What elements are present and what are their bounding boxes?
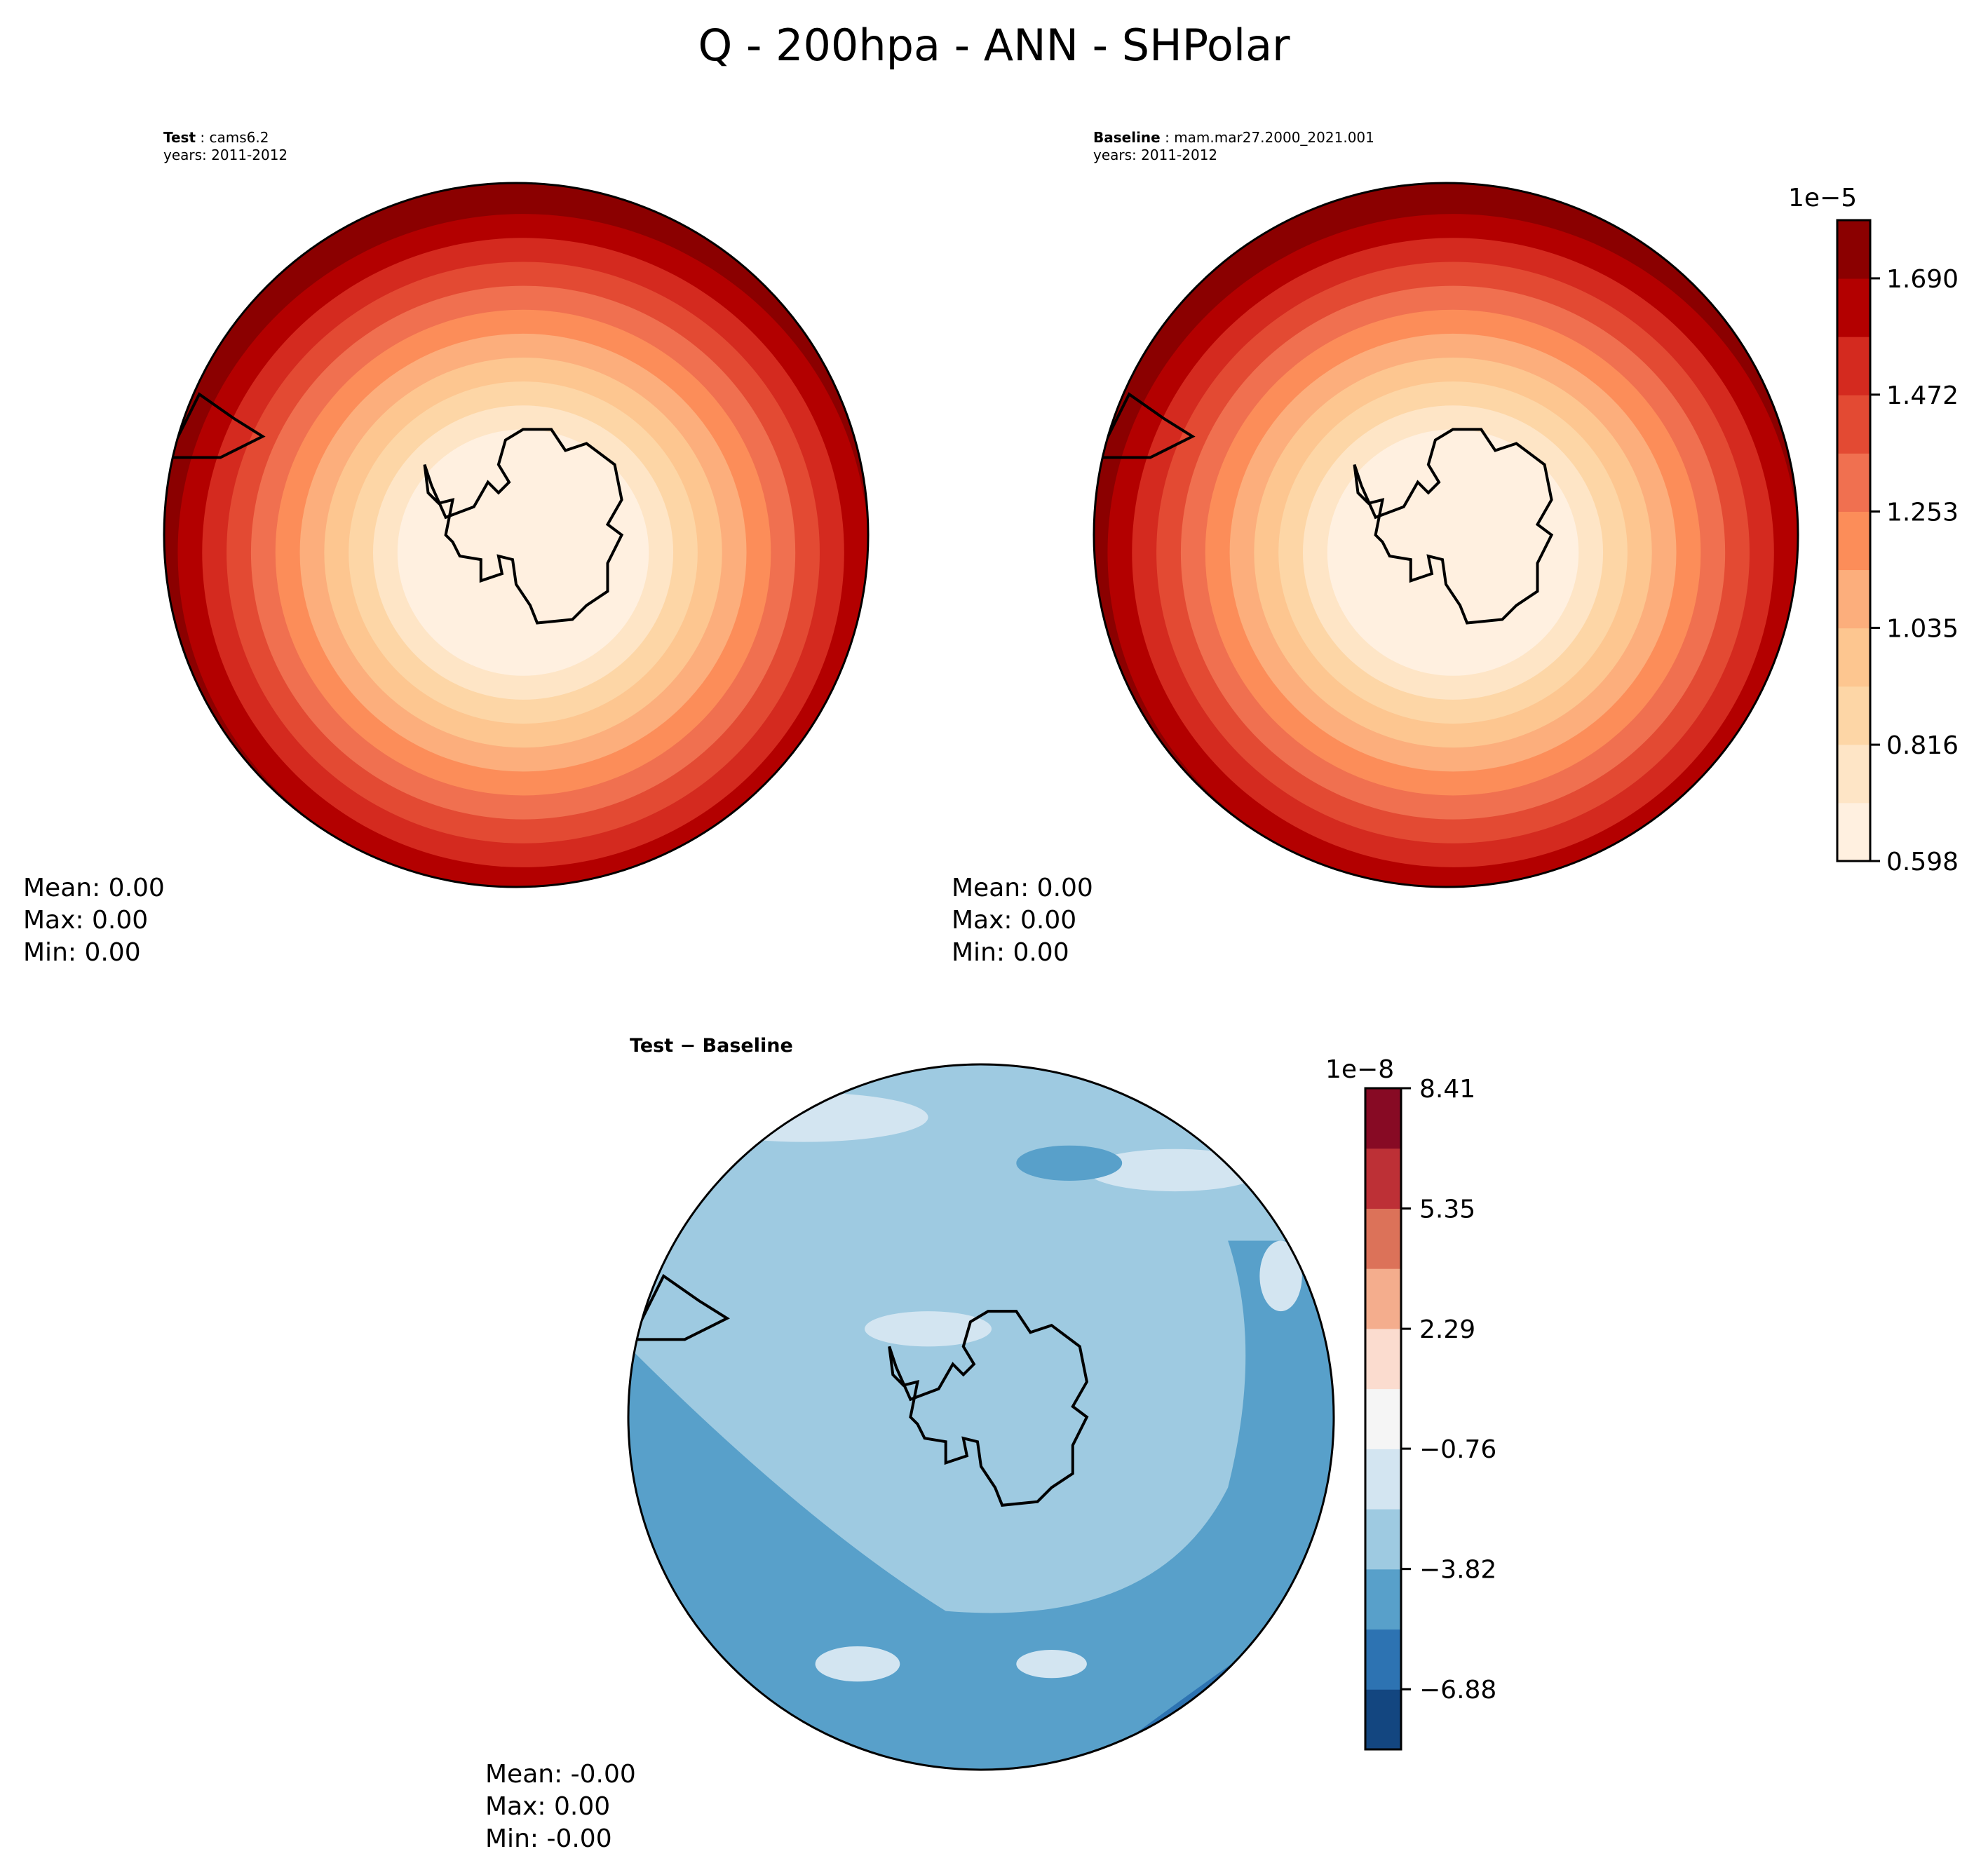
colorbar-band [1365, 1268, 1401, 1329]
baseline-label-name: : mam.mar27.2000_2021.001 [1160, 129, 1374, 146]
test-label-bold: Test [163, 129, 196, 146]
colorbar-band [1365, 1208, 1401, 1269]
colorbar-frame [1364, 1087, 1402, 1751]
contour-band [681, 1092, 928, 1142]
colorbar-tick-label: 0.816 [1886, 731, 1959, 760]
contour-band [1259, 1240, 1302, 1312]
diff-map [627, 1063, 1335, 1771]
map-boundary [1093, 182, 1799, 888]
colorbar-tick-label: −0.76 [1419, 1435, 1496, 1464]
colorbar-band [1365, 1569, 1401, 1630]
antarctica-coastline [423, 428, 624, 625]
test-mean: Mean: 0.00 [23, 874, 165, 902]
colorbar-band [1837, 744, 1870, 804]
contour-band [628, 1240, 1334, 1770]
test-map [163, 182, 870, 888]
baseline-min: Min: 0.00 [952, 938, 1069, 967]
contour-band [865, 1311, 992, 1347]
colorbar-band [1837, 395, 1870, 454]
contour-band [1327, 429, 1579, 676]
colorbar-band [1837, 628, 1870, 687]
contour-band [1016, 1145, 1123, 1181]
colorbar-band [1365, 1629, 1401, 1690]
bottom-colorbar: 8.41 5.35 2.29 −0.76 −3.82 −6.88 [1364, 1075, 1496, 1751]
diff-max: Max: 0.00 [485, 1792, 611, 1821]
colorbar-band [1365, 1388, 1401, 1449]
test-stats: Mean: 0.00 Max: 0.00 Min: 0.00 [23, 872, 165, 969]
colorbar-tick-label: 1.472 [1886, 381, 1959, 410]
colorbar-band [1365, 1328, 1401, 1390]
test-max: Max: 0.00 [23, 906, 149, 935]
antarctica-coastline [1353, 428, 1554, 625]
colorbar-band [1837, 278, 1870, 337]
colorbar-tick-label: −3.82 [1419, 1556, 1496, 1585]
colorbar-band [1365, 1148, 1401, 1209]
colorbar-band [1837, 802, 1870, 862]
diff-mean: Mean: -0.00 [485, 1760, 636, 1789]
colorbar-band [1837, 453, 1870, 512]
colorbar-tick-label: 1.690 [1886, 265, 1959, 294]
south-america-coastline [171, 392, 266, 459]
test-min: Min: 0.00 [23, 938, 141, 967]
colorbar-tick-label: 2.29 [1419, 1315, 1475, 1344]
south-america-coastline [635, 1273, 730, 1341]
colorbar-band [1365, 1088, 1401, 1149]
colorbar-band [1365, 1509, 1401, 1570]
baseline-years: years: 2011-2012 [1093, 147, 1218, 163]
test-years: years: 2011-2012 [163, 147, 288, 163]
diff-label: Test − Baseline [630, 1035, 793, 1057]
colorbar-band [1837, 511, 1870, 571]
baseline-stats: Mean: 0.00 Max: 0.00 Min: 0.00 [952, 872, 1093, 969]
baseline-map [1093, 182, 1799, 888]
diff-min: Min: -0.00 [485, 1824, 612, 1853]
contour-band [1016, 1649, 1087, 1679]
colorbar-band [1365, 1689, 1401, 1750]
contour-band [397, 429, 649, 676]
map-boundary [627, 1063, 1335, 1771]
colorbar-tick-label: 1.253 [1886, 499, 1959, 527]
antarctica-coastline [888, 1310, 1089, 1507]
colorbar-band [1365, 1449, 1401, 1510]
test-label: Test : cams6.2 years: 2011-2012 [163, 129, 288, 164]
figure-title: Q - 200hpa - ANN - SHPolar [698, 20, 1290, 71]
colorbar-band [1837, 220, 1870, 279]
colorbar-band [1837, 686, 1870, 745]
test-label-name: : cams6.2 [196, 129, 269, 146]
colorbar-tick-label: −6.88 [1419, 1676, 1496, 1705]
top-colorbar: 0.598 0.816 1.035 1.253 1.472 1.690 [1836, 219, 1959, 876]
colorbar-band [1837, 337, 1870, 395]
colorbar-tick-label: 1.035 [1886, 614, 1959, 643]
map-boundary [163, 182, 870, 888]
baseline-max: Max: 0.00 [952, 906, 1077, 935]
contour-band [815, 1646, 900, 1682]
diff-stats: Mean: -0.00 Max: 0.00 Min: -0.00 [485, 1759, 636, 1855]
colorbar-tick-label: 5.35 [1419, 1195, 1475, 1224]
south-america-coastline [1101, 392, 1196, 459]
bottom-colorbar-offset: 1e−8 [1325, 1055, 1395, 1084]
baseline-label-bold: Baseline [1093, 129, 1161, 146]
contour-band [1086, 1149, 1264, 1192]
colorbar-tick-label: 0.598 [1886, 848, 1959, 876]
baseline-label: Baseline : mam.mar27.2000_2021.001 years:… [1093, 129, 1374, 164]
baseline-mean: Mean: 0.00 [952, 874, 1093, 902]
colorbar-tick-label: 8.41 [1419, 1075, 1475, 1104]
colorbar-frame [1836, 219, 1872, 862]
top-colorbar-offset: 1e−5 [1788, 184, 1858, 212]
colorbar-band [1837, 569, 1870, 629]
